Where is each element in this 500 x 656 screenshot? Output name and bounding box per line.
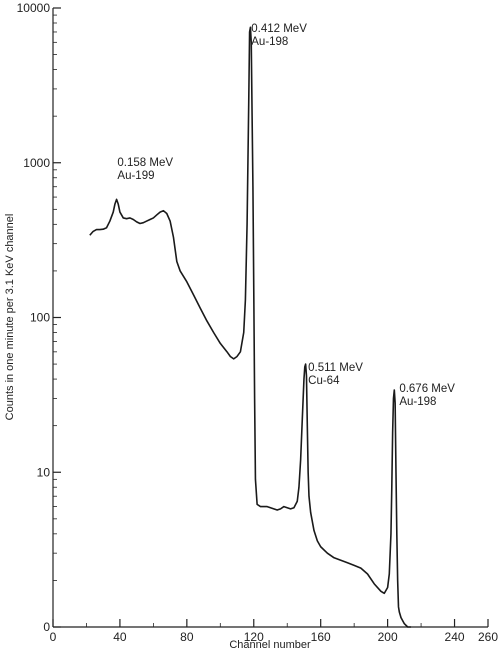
peak-isotope-label: Au-199 <box>117 170 154 182</box>
peak-energy-label: 0.158 MeV <box>117 157 173 169</box>
peak-energy-label: 0.676 MeV <box>399 383 455 395</box>
x-tick-label: 80 <box>180 630 194 644</box>
peak-energy-label: 0.412 MeV <box>251 23 307 35</box>
y-tick-label: 1000 <box>23 156 50 170</box>
x-ticks: 0 40 80 120 160 200 240 260 <box>50 619 498 644</box>
peak-isotope-label: Au-198 <box>399 396 436 408</box>
x-tick-label: 40 <box>113 630 127 644</box>
y-tick-label: 100 <box>30 311 50 325</box>
spectrum-line <box>89 26 412 628</box>
x-axis-label: Channel number <box>229 639 311 651</box>
x-tick-label: 0 <box>50 630 57 644</box>
peak-energy-label: 0.511 MeV <box>308 362 363 374</box>
y-axis-label: Counts in one minute per 3.1 KeV channel <box>4 214 16 421</box>
peak-isotope-label: Cu-64 <box>308 375 340 387</box>
x-tick-label: 160 <box>311 630 331 644</box>
peak-isotope-label: Au-198 <box>251 36 288 48</box>
x-tick-label: 120 <box>244 630 264 644</box>
y-ticks: 0 10 100 1000 10000 <box>17 1 61 634</box>
x-tick-label: 260 <box>478 630 498 644</box>
x-tick-label: 200 <box>378 630 398 644</box>
y-tick-label: 0 <box>43 620 50 634</box>
x-tick-label: 240 <box>445 630 465 644</box>
y-tick-label: 10000 <box>17 1 51 15</box>
y-tick-label: 10 <box>37 465 51 479</box>
